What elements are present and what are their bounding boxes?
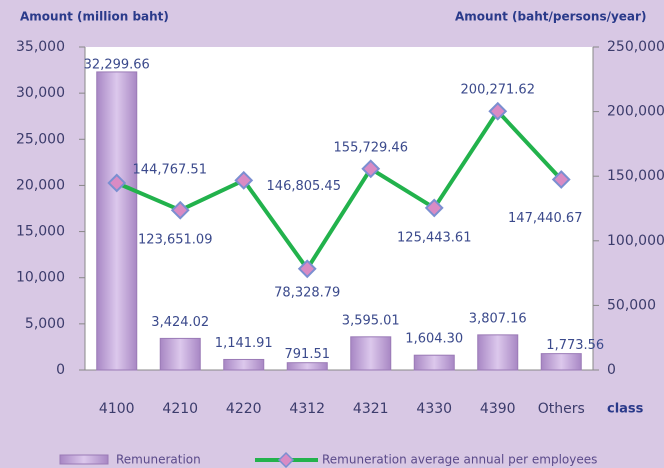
bar xyxy=(413,354,455,371)
y-tick-label: 15,000 xyxy=(16,224,65,240)
line-value-label: 78,328.79 xyxy=(274,285,340,300)
line-value-label: 125,443.61 xyxy=(397,230,471,245)
y-tick-label: 20,000 xyxy=(16,177,65,193)
marker xyxy=(424,198,444,218)
y2-tick-label: 150,000 xyxy=(607,168,664,184)
y2-tick-label: 200,000 xyxy=(607,104,664,120)
y-axis-title: Amount (million baht) xyxy=(20,10,169,24)
marker xyxy=(488,101,508,121)
bar xyxy=(540,353,582,371)
x-tick-label: 4210 xyxy=(162,401,198,417)
x-axis-title: class xyxy=(607,402,644,417)
plot-area xyxy=(85,47,593,370)
x-tick-label: Others xyxy=(538,401,585,417)
legend-label: Remuneration average annual per employee… xyxy=(322,453,597,467)
y2-axis-title: Amount (baht/persons/year) xyxy=(455,10,646,24)
y-tick-label: 30,000 xyxy=(16,85,65,101)
line-value-label: 146,805.45 xyxy=(267,179,341,194)
y-tick-label: 5,000 xyxy=(25,316,65,332)
y-tick-label: 10,000 xyxy=(16,270,65,286)
line-value-label: 144,767.51 xyxy=(133,162,207,177)
bar xyxy=(350,336,392,371)
line-value-label: 200,271.62 xyxy=(461,83,535,98)
bar-value-label: 32,299.66 xyxy=(84,57,150,72)
legend-swatch xyxy=(277,451,295,468)
y-tick-label: 35,000 xyxy=(16,39,65,55)
bar-value-label: 791.51 xyxy=(285,347,331,362)
bar xyxy=(223,358,265,371)
bar-value-label: 1,141.91 xyxy=(215,336,273,351)
legend-swatch xyxy=(59,454,109,465)
y2-tick-label: 0 xyxy=(607,362,616,378)
bar xyxy=(96,71,138,371)
x-tick-label: 4330 xyxy=(416,401,452,417)
marker xyxy=(107,173,127,193)
y2-tick-label: 100,000 xyxy=(607,233,664,249)
line-value-label: 155,729.46 xyxy=(334,140,408,155)
bar xyxy=(477,334,519,371)
y-tick-label: 25,000 xyxy=(16,131,65,147)
x-tick-label: 4220 xyxy=(226,401,262,417)
x-tick-label: 4100 xyxy=(99,401,135,417)
x-tick-label: 4390 xyxy=(480,401,516,417)
marker xyxy=(297,259,317,279)
bar-value-label: 1,773.56 xyxy=(546,338,604,353)
marker xyxy=(234,170,254,190)
y2-tick-label: 250,000 xyxy=(607,39,664,55)
y2-tick-label: 50,000 xyxy=(607,297,656,313)
marker xyxy=(170,200,190,220)
bar-value-label: 3,595.01 xyxy=(342,313,400,328)
line-value-label: 147,440.67 xyxy=(508,211,582,226)
legend-label: Remuneration xyxy=(116,453,201,467)
marker xyxy=(361,159,381,179)
marker xyxy=(551,170,571,189)
line xyxy=(115,108,563,273)
line-value-label: 123,651.09 xyxy=(138,233,212,248)
bar-value-label: 1,604.30 xyxy=(405,332,463,347)
x-tick-label: 4312 xyxy=(289,401,325,417)
y-tick-label: 0 xyxy=(56,362,65,378)
bar-value-label: 3,424.02 xyxy=(151,315,209,330)
bar xyxy=(159,337,201,371)
bar-value-label: 3,807.16 xyxy=(469,311,527,326)
x-tick-label: 4321 xyxy=(353,401,389,417)
bar xyxy=(286,362,328,371)
